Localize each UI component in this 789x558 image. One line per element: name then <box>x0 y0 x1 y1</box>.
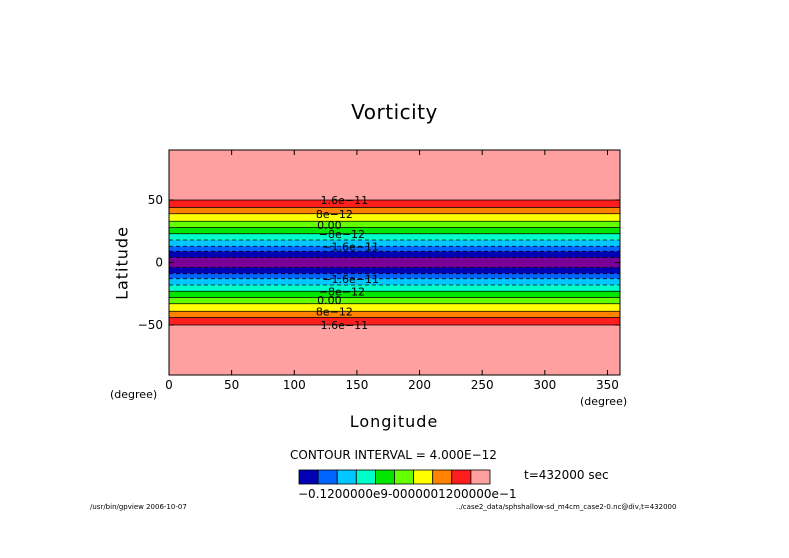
contour-interval-text: CONTOUR INTERVAL = 4.000E−12 <box>290 448 497 462</box>
vorticity-band <box>169 150 620 200</box>
x-tick-label: 0 <box>165 378 173 392</box>
vorticity-band <box>169 273 620 279</box>
y-axis-ticks: 50 0 −50 <box>138 193 620 332</box>
x-tick-label: 200 <box>408 378 431 392</box>
colorbar-swatch <box>298 469 319 485</box>
x-tick-label: 300 <box>533 378 556 392</box>
time-label: t=432000 sec <box>524 468 609 482</box>
contour-lines <box>169 199 620 326</box>
vorticity-band <box>169 213 620 222</box>
vorticity-band <box>169 207 620 214</box>
contour-label: 0.00 <box>317 294 342 307</box>
y-axis-unit: (degree) <box>110 388 158 401</box>
x-tick-label: 150 <box>345 378 368 392</box>
vorticity-band <box>169 317 620 325</box>
vorticity-band <box>169 278 620 285</box>
colorbar-labels: −0.1200000e9-0000001200000e−1 <box>298 487 517 501</box>
contour-label: −1.6e−11 <box>322 240 379 253</box>
y-tick-label: 0 <box>155 256 163 270</box>
contour-label: 8e−12 <box>316 305 353 318</box>
contour-label: 1.6e−11 <box>321 194 368 207</box>
vorticity-band <box>169 291 620 298</box>
vorticity-band <box>169 325 620 375</box>
colorbar-swatch <box>432 469 453 485</box>
vorticity-band <box>169 240 620 247</box>
x-tick-label: 50 <box>224 378 239 392</box>
vorticity-band <box>169 246 620 252</box>
x-axis-unit: (degree) <box>580 395 628 408</box>
x-tick-label: 350 <box>596 378 619 392</box>
colorbar-swatch <box>317 469 338 485</box>
colorbar-swatch <box>470 469 491 485</box>
x-axis-label: Longitude <box>349 412 439 431</box>
vorticity-band <box>169 297 620 304</box>
vorticity-band <box>169 251 620 258</box>
vorticity-bands <box>169 150 620 375</box>
y-axis-label: Latitude <box>112 226 132 300</box>
colorbar <box>298 469 491 485</box>
footer-left: /usr/bin/gpview 2006-10-07 <box>90 503 187 511</box>
contour-label: −8e−12 <box>319 228 365 241</box>
x-tick-label: 250 <box>471 378 494 392</box>
chart-title: Vorticity <box>351 100 438 124</box>
vorticity-band <box>169 257 620 268</box>
footer-right: ../case2_data/sphshallow-sd_m4cm_case2-0… <box>456 503 677 511</box>
colorbar-swatch <box>355 469 376 485</box>
vorticity-band <box>169 200 620 208</box>
vorticity-band <box>169 221 620 228</box>
contour-label: 0.00 <box>317 219 342 232</box>
vorticity-band <box>169 285 620 292</box>
colorbar-swatch <box>336 469 357 485</box>
vorticity-band <box>169 233 620 240</box>
vorticity-band <box>169 227 620 234</box>
contour-label: −8e−12 <box>319 285 365 298</box>
colorbar-swatch <box>394 469 415 485</box>
x-tick-label: 100 <box>283 378 306 392</box>
contour-label: 1.6e−11 <box>321 319 368 332</box>
colorbar-swatch <box>374 469 395 485</box>
vorticity-band <box>169 303 620 312</box>
colorbar-swatch <box>413 469 434 485</box>
y-tick-label: 50 <box>148 193 163 207</box>
x-axis-ticks: 0 50 100 150 200 250 300 350 <box>165 150 619 392</box>
contour-label: −1.6e−11 <box>322 273 379 286</box>
contour-label: 8e−12 <box>316 208 353 221</box>
colorbar-swatch <box>451 469 472 485</box>
vorticity-band <box>169 311 620 318</box>
vorticity-band <box>169 267 620 274</box>
contour-labels: 1.6e−118e−120.00−8e−12−1.6e−11−1.6e−11−8… <box>316 194 379 332</box>
y-tick-label: −50 <box>138 318 163 332</box>
